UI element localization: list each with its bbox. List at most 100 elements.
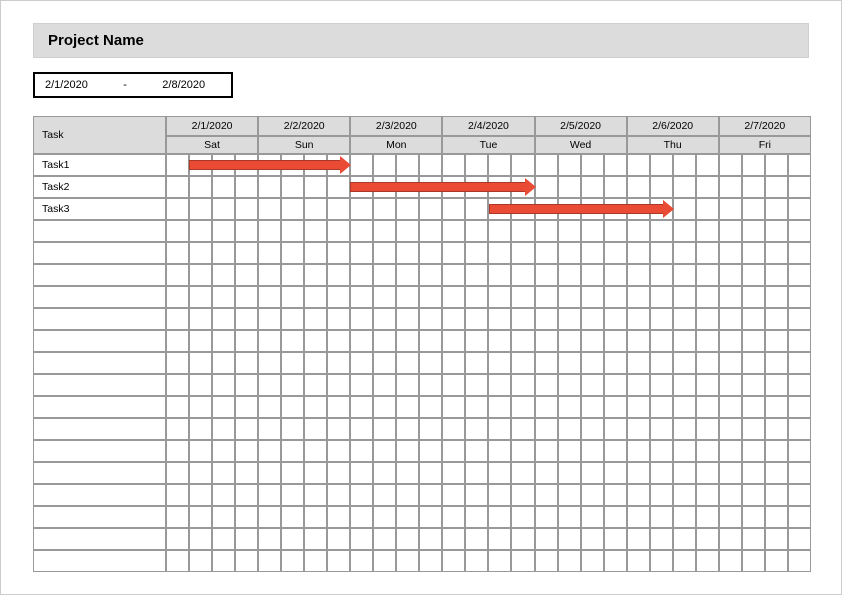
grid-cell [535,418,558,440]
grid-cell [696,176,719,198]
grid-cell [373,308,396,330]
grid-cell [627,418,650,440]
grid-cell [627,484,650,506]
grid-cell [719,396,742,418]
grid-cell [650,440,673,462]
grid-cell [281,308,304,330]
grid-cell [189,154,212,176]
grid-cell [281,550,304,572]
grid-cell [742,374,765,396]
grid-cell [535,198,558,220]
grid-cell [788,396,811,418]
grid-cell [650,418,673,440]
grid-cell [488,418,511,440]
grid-cell [673,154,696,176]
task-name-cell: Task1 [33,154,166,176]
grid-cell [488,176,511,198]
grid-cell [627,396,650,418]
grid-cell [212,330,235,352]
grid-cell [488,308,511,330]
grid-cell [396,154,419,176]
grid-cell [673,374,696,396]
grid-cell [465,550,488,572]
date-range-start: 2/1/2020 [45,79,107,91]
grid-cell [396,396,419,418]
grid-cell [212,396,235,418]
grid-cell [765,462,788,484]
grid-cell [627,220,650,242]
grid-cell [281,198,304,220]
task-name-cell [33,264,166,286]
grid-cell [581,484,604,506]
grid-cell [235,396,258,418]
grid-cell [604,242,627,264]
grid-cell [235,242,258,264]
grid-cell [742,176,765,198]
grid-cell [465,330,488,352]
grid-cell [396,462,419,484]
grid-cell [373,330,396,352]
grid-cell [304,506,327,528]
grid-cell [650,352,673,374]
grid-cell [535,528,558,550]
grid-cell [258,462,281,484]
date-header: 2/4/2020 [442,116,534,136]
grid-cell [788,220,811,242]
grid-cell [673,506,696,528]
grid-cell [166,154,189,176]
grid-cell [765,154,788,176]
grid-cell [581,154,604,176]
grid-cell [488,550,511,572]
grid-cell [373,550,396,572]
grid-cell [535,550,558,572]
grid-cell [581,396,604,418]
grid-cell [304,440,327,462]
grid-cell [488,396,511,418]
grid-cell [373,396,396,418]
grid-cell [696,462,719,484]
grid-cell [281,330,304,352]
grid-cell [788,242,811,264]
grid-cell [281,374,304,396]
grid-cell [511,418,534,440]
grid-cell [189,286,212,308]
grid-cell [558,176,581,198]
grid-cell [281,396,304,418]
grid-cell [235,176,258,198]
grid-cell [166,242,189,264]
grid-cell [304,154,327,176]
grid-cell [650,528,673,550]
grid-cell [373,506,396,528]
grid-cell [511,308,534,330]
grid-cell [350,264,373,286]
grid-cell [465,220,488,242]
grid-cell [673,550,696,572]
grid-cell [419,286,442,308]
grid-cell [650,154,673,176]
grid-cell [535,286,558,308]
grid-cell [742,242,765,264]
grid-cell [442,176,465,198]
grid-cell [696,506,719,528]
grid-cell [673,220,696,242]
grid-cell [604,154,627,176]
date-range-end: 2/8/2020 [143,79,205,91]
grid-cell [419,198,442,220]
grid-cell [281,484,304,506]
grid-cell [373,484,396,506]
grid-cell [765,550,788,572]
grid-cell [581,418,604,440]
grid-cell [281,440,304,462]
grid-cell [627,286,650,308]
grid-cell [396,440,419,462]
grid-cell [373,352,396,374]
grid-cell [373,154,396,176]
grid-cell [488,154,511,176]
grid-cell [511,352,534,374]
grid-cell [765,308,788,330]
grid-cell [465,462,488,484]
grid-cell [327,528,350,550]
grid-cell [442,484,465,506]
grid-cell [419,462,442,484]
dow-header: Sat [166,136,258,154]
